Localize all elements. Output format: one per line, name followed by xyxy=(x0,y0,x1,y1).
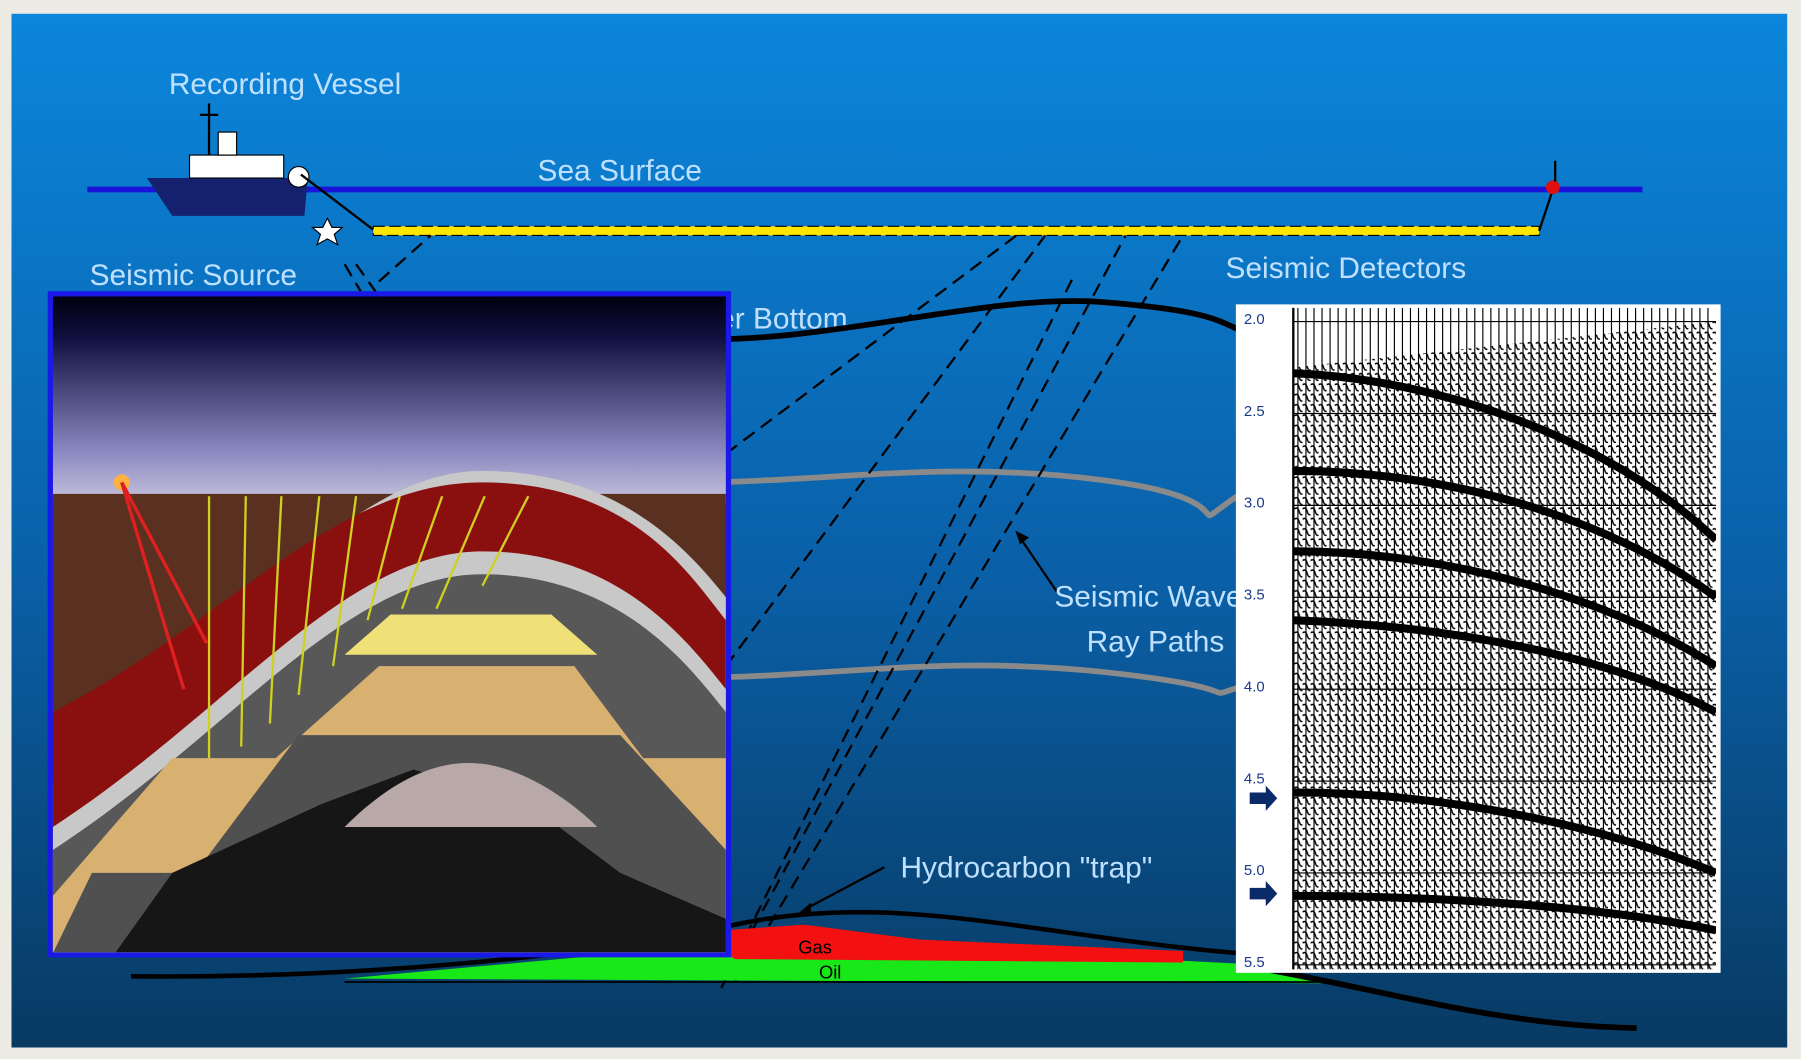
tail-buoy xyxy=(1546,180,1560,194)
time-tick-label: 2.5 xyxy=(1244,403,1265,420)
oil-label: Oil xyxy=(819,962,841,983)
time-tick-label: 3.0 xyxy=(1244,495,1265,512)
time-tick-label: 5.0 xyxy=(1244,862,1265,879)
inset-model xyxy=(51,294,729,954)
seismogram: 2.0 2.5 3.0 3.5 4.0 4.5 5.0 5.5 xyxy=(1236,304,1721,972)
page: {"labels":{"vessel":"Recording Vessel","… xyxy=(0,0,1801,1059)
time-tick-label: 4.0 xyxy=(1244,678,1265,695)
time-tick-label: 2.0 xyxy=(1244,311,1265,328)
time-tick-label: 3.5 xyxy=(1244,587,1265,604)
gas-label: Gas xyxy=(798,936,832,957)
sea-surface-label: Sea Surface xyxy=(538,154,702,187)
detectors-label: Seismic Detectors xyxy=(1226,252,1467,285)
vessel-label: Recording Vessel xyxy=(169,68,401,101)
slide: Recording Vessel Sea Surface Seismic Sou… xyxy=(0,0,1801,1059)
ray-label-1: Seismic Wave xyxy=(1054,580,1242,613)
ray-label-2: Ray Paths xyxy=(1087,625,1225,658)
time-tick-label: 5.5 xyxy=(1244,954,1265,971)
trap-label: Hydrocarbon "trap" xyxy=(901,852,1153,885)
streamer xyxy=(373,226,1539,235)
source-label: Seismic Source xyxy=(90,259,297,292)
time-tick-label: 4.5 xyxy=(1244,770,1265,787)
